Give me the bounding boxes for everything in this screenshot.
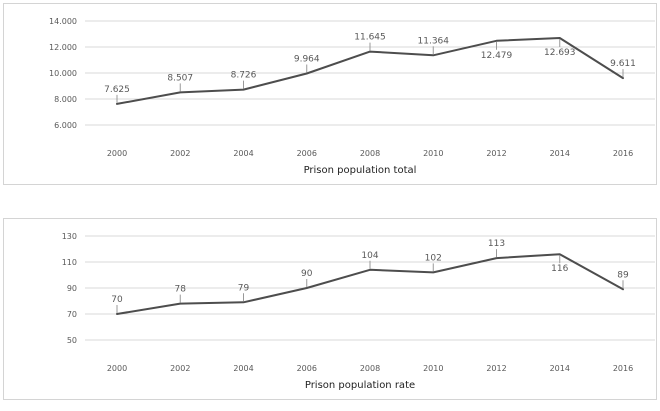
- y-tick-label: 10.000: [49, 69, 77, 78]
- point-label: 116: [551, 264, 568, 274]
- point-label: 8.726: [231, 71, 257, 81]
- x-tick-label: 2016: [613, 149, 633, 158]
- point-label: 8.507: [167, 73, 193, 83]
- point-label: 89: [617, 270, 629, 280]
- point-label: 104: [361, 251, 378, 261]
- point-label: 102: [425, 253, 442, 263]
- x-tick-label: 2000: [107, 149, 127, 158]
- y-tick-label: 90: [67, 284, 77, 293]
- x-tick-label: 2014: [550, 149, 570, 158]
- chart-title-rate: Prison population rate: [304, 380, 416, 391]
- y-tick-label: 12.000: [49, 43, 77, 52]
- x-tick-label: 2002: [170, 149, 190, 158]
- line-chart-rate: 130 110 90 70 50 2000 2002 2004 2006 2008 2010 2012…: [62, 232, 655, 373]
- x-tick-label: 2000: [107, 364, 127, 373]
- y-tick-label: 8.000: [54, 95, 77, 104]
- point-label: 9.964: [294, 55, 320, 65]
- x-tick-label: 2008: [360, 149, 380, 158]
- x-tick-label: 2006: [297, 149, 317, 158]
- chart-panel-total: 14.000 12.000 10.000 8.000 6.000 2000 2002 2004…: [3, 3, 657, 185]
- point-label: 12.479: [481, 51, 513, 61]
- x-tick-label: 2012: [486, 364, 506, 373]
- point-label: 90: [301, 269, 313, 279]
- point-label: 7.625: [104, 85, 130, 95]
- y-tick-label: 70: [67, 310, 77, 319]
- line-chart-total: 14.000 12.000 10.000 8.000 6.000 2000 2002 2004…: [49, 17, 655, 158]
- y-tick-label: 14.000: [49, 17, 77, 26]
- x-tick-label: 2002: [170, 364, 190, 373]
- point-label: 70: [111, 295, 123, 305]
- series-line: [116, 253, 624, 315]
- x-tick-label: 2010: [423, 149, 443, 158]
- point-label: 11.364: [418, 36, 450, 46]
- x-tick-label: 2010: [423, 364, 443, 373]
- point-label: 12.693: [544, 48, 576, 58]
- x-tick-label: 2008: [360, 364, 380, 373]
- y-tick-label: 130: [62, 232, 77, 241]
- point-label: 78: [175, 285, 187, 295]
- point-label: 9.611: [610, 59, 636, 69]
- point-label: 11.645: [354, 33, 386, 43]
- x-tick-label: 2014: [550, 364, 570, 373]
- chart-panel-rate: 130 110 90 70 50 2000 2002 2004 2006 2008 2010 2012…: [3, 218, 657, 400]
- chart-title-total: Prison population total: [303, 165, 417, 176]
- x-tick-label: 2004: [233, 149, 253, 158]
- y-tick-label: 110: [62, 258, 77, 267]
- series-line: [116, 37, 624, 105]
- x-tick-label: 2004: [233, 364, 253, 373]
- y-tick-label: 6.000: [54, 121, 77, 130]
- y-tick-label: 50: [67, 336, 77, 345]
- x-tick-label: 2012: [486, 149, 506, 158]
- point-label: 79: [238, 283, 250, 293]
- x-tick-label: 2006: [297, 364, 317, 373]
- point-label: 113: [488, 239, 505, 249]
- x-tick-label: 2016: [613, 364, 633, 373]
